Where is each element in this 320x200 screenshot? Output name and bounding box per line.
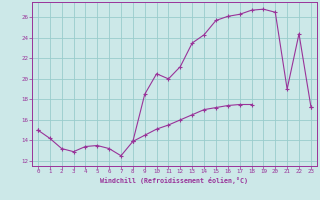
X-axis label: Windchill (Refroidissement éolien,°C): Windchill (Refroidissement éolien,°C) bbox=[100, 177, 248, 184]
